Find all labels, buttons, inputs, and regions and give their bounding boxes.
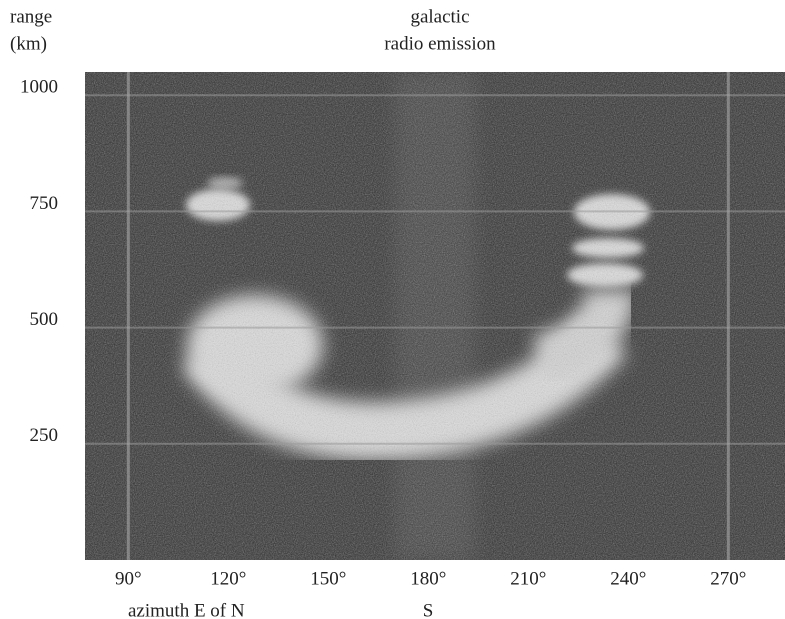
display-noise [85,72,785,560]
y-tick-label: 1000 [20,77,58,98]
chart-subtitle: radio emission [384,33,496,54]
x-tick-label: 120° [210,568,246,589]
y-tick-label: 750 [30,193,59,214]
x-tick-label: 270° [710,568,746,589]
y-axis-unit: (km) [10,33,47,54]
y-axis-label: range [10,6,52,27]
x-tick-label: 240° [610,568,646,589]
y-tick-label: 500 [30,309,59,330]
annotation: S [423,600,434,619]
grid [85,72,785,560]
chart-title: galactic [410,6,469,27]
x-tick-label: 210° [510,568,546,589]
radar-display [85,72,785,560]
x-tick-label: 180° [410,568,446,589]
x-axis-label: azimuth E of N [128,600,245,619]
x-tick-label: 150° [310,568,346,589]
y-tick-label: 250 [30,425,59,446]
x-tick-label: 90° [115,568,142,589]
